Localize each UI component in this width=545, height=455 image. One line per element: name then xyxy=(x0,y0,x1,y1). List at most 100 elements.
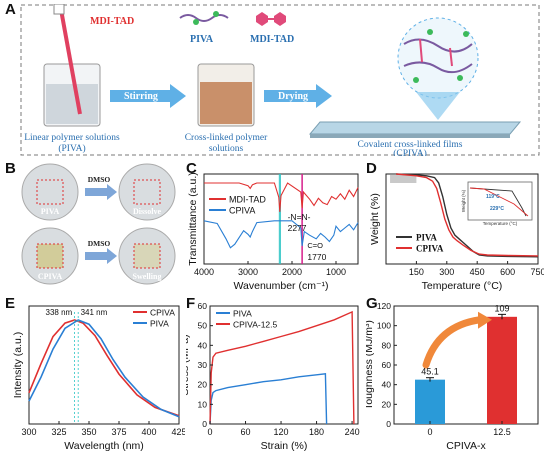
inset-annotation-b: 229°C xyxy=(490,206,504,212)
inset-frame xyxy=(467,181,533,221)
annotation-nn-value: 2277 xyxy=(288,223,307,233)
x-tick-label: 60 xyxy=(241,427,251,437)
x-tick-label: 325 xyxy=(51,427,66,437)
y-tick-label: 20 xyxy=(382,399,392,409)
y-axis-label-E: Intensity (a.u.) xyxy=(12,332,24,399)
y-tick-label: 10 xyxy=(198,399,208,409)
caption1b: (PIVA) xyxy=(58,143,85,154)
legend-label-cpiva: CPIVA xyxy=(416,244,444,254)
caption1: Linear polymer solutions xyxy=(24,133,120,143)
series-line-cpiva xyxy=(28,319,180,417)
panel-b-photos: PIVA Dissolve DMSO CPIVA Swelling DMSO xyxy=(21,163,176,285)
y-axis-label-F: Stress (MPa) xyxy=(186,334,191,395)
bar-0 xyxy=(415,379,445,424)
network-icon xyxy=(403,29,473,83)
arrow-stirring xyxy=(110,84,186,108)
series-line-mdi-tad xyxy=(204,182,359,212)
x-axis-label-D: Temperature (°C) xyxy=(422,280,503,292)
series-line-piva xyxy=(28,319,180,418)
series-line-cpiva xyxy=(396,173,539,257)
series-line-piva xyxy=(396,173,539,258)
y-tick-label: 50 xyxy=(198,321,208,331)
annotation-341: 341 nm xyxy=(81,308,108,317)
x-tick-label: 350 xyxy=(81,427,96,437)
data-label-0: 45.1 xyxy=(421,367,439,377)
x-tick-label: 0 xyxy=(427,427,432,437)
y-tick-label: 100 xyxy=(377,321,391,331)
x-tick-label: 4000 xyxy=(194,267,214,277)
dish-label-dissolve: Dissolve xyxy=(133,207,161,216)
x-axis-label-F: Strain (%) xyxy=(261,440,308,452)
x-tick-label: 180 xyxy=(309,427,324,437)
legend-mditad: MDI-TAD xyxy=(250,34,294,45)
y-axis-label-D: Weight (%) xyxy=(369,193,381,245)
zoom-circle xyxy=(397,17,479,99)
inset-ylabel: Weight (%) xyxy=(461,189,466,212)
zoom-region xyxy=(390,175,417,183)
arrow-dmso-top xyxy=(85,184,117,200)
x-tick-label: 375 xyxy=(111,427,126,437)
y-tick-label: 0 xyxy=(386,419,391,429)
dish-label-cpiva: CPIVA xyxy=(38,272,63,281)
bar-12.5 xyxy=(487,316,517,424)
x-tick-label: 2000 xyxy=(282,267,302,277)
x-tick-label: 240 xyxy=(345,427,360,437)
chart-g-toughness: 45.1 0 109 12.5 0 20 40 60 80 100 120 CPIVA-x Toughn… xyxy=(366,301,539,452)
dish-swelling xyxy=(118,227,176,285)
y-tick-label: 20 xyxy=(198,380,208,390)
series-line-piva xyxy=(209,373,328,425)
x-tick-label: 120 xyxy=(274,427,289,437)
legend-piva: PIVA xyxy=(190,34,214,45)
panel-d-label: D xyxy=(366,160,377,177)
panel-a-scheme: MDI-TAD PIVA MDI-TAD Stirring Drying Lin… xyxy=(20,4,540,156)
x-tick-label: 1000 xyxy=(326,267,346,277)
reagent-label: MDI-TAD xyxy=(90,16,134,27)
x-axis-label-G: CPIVA-x xyxy=(446,440,486,452)
panel-a-label: A xyxy=(5,1,16,18)
dish-label-piva: PIVA xyxy=(41,207,60,216)
dish-piva xyxy=(21,163,79,221)
plot-frame-D xyxy=(385,173,539,265)
inset-annotation-a: 119°C xyxy=(486,194,500,200)
caption2: Cross-linked polymer xyxy=(185,133,268,143)
pipette-icon xyxy=(58,4,82,115)
x-tick-label: 3000 xyxy=(238,267,258,277)
highlight-band-nn xyxy=(278,174,281,264)
x-tick-label: 0 xyxy=(207,427,212,437)
y-tick-label: 30 xyxy=(198,360,208,370)
legend-label-mdi-tad: MDI-TAD xyxy=(229,195,266,205)
arrow2-label: Drying xyxy=(278,91,308,102)
legend-label-cpiva-12.5: CPIVA-12.5 xyxy=(233,320,278,330)
caption2b: solutions xyxy=(209,144,244,154)
arrow-dmso-bottom xyxy=(85,248,117,264)
y-tick-label: 0 xyxy=(202,419,207,429)
dmso-top: DMSO xyxy=(88,175,111,184)
dish-cpiva xyxy=(21,227,79,285)
y-axis-label-C: Transmittance (a.u.) xyxy=(187,172,199,266)
increase-arrow-shaft xyxy=(422,316,484,369)
legend-label-piva: PIVA xyxy=(150,319,169,329)
data-label-12.5: 109 xyxy=(494,303,509,313)
beaker-linear xyxy=(43,4,101,127)
x-tick-label: 400 xyxy=(141,427,156,437)
y-tick-label: 60 xyxy=(198,301,208,311)
panel-b-label: B xyxy=(5,160,16,177)
beaker-crosslinked xyxy=(197,63,255,127)
dish-label-swelling: Swelling xyxy=(133,272,162,281)
y-tick-label: 80 xyxy=(382,340,392,350)
annotation-co: C=O xyxy=(307,241,323,250)
x-tick-label: 750 xyxy=(530,267,544,277)
legend-label-piva: PIVA xyxy=(233,309,252,319)
legend-label-cpiva: CPIVA xyxy=(229,206,255,216)
arrow-drying xyxy=(264,84,332,108)
film-sheet xyxy=(308,121,522,138)
arrow1-label: Stirring xyxy=(124,91,158,102)
panel-a-dashed-border xyxy=(20,4,540,156)
panel-f-label: F xyxy=(186,295,196,312)
caption3b: (CPIVA) xyxy=(393,148,427,156)
x-tick-label: 600 xyxy=(500,267,515,277)
y-tick-label: 40 xyxy=(382,380,392,390)
x-tick-label: 12.5 xyxy=(493,427,511,437)
dish-dissolve xyxy=(118,163,176,221)
